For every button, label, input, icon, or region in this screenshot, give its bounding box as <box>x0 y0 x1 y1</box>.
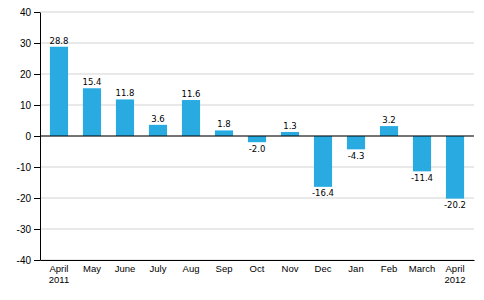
tick-label: 20 <box>20 69 32 80</box>
tick: -40 <box>17 255 40 266</box>
tick-mark <box>34 43 40 44</box>
tick-label: -40 <box>17 255 32 266</box>
bar <box>50 47 68 136</box>
tick-label: Nov <box>282 263 299 274</box>
tick-label: May <box>83 263 101 274</box>
data-labels: 28.8 15.4 11.8 3.6 11.6 1.8 -2.0 1.3 -16.4 -4.3 3.… <box>50 36 467 210</box>
tick-label: 10 <box>20 100 32 111</box>
data-label: -16.4 <box>312 188 334 198</box>
tick-label: -30 <box>17 224 32 235</box>
bar <box>116 99 134 136</box>
tick-mark <box>34 136 40 137</box>
bar <box>248 136 266 142</box>
data-label: -20.2 <box>444 200 466 210</box>
bar <box>446 136 464 199</box>
bar <box>182 100 200 136</box>
data-label: 15.4 <box>83 77 102 87</box>
tick: Aug <box>183 263 200 274</box>
tick: 30 <box>20 38 40 49</box>
zero-line <box>40 136 474 137</box>
tick: 20 <box>20 69 40 80</box>
tick: Sep <box>216 263 233 274</box>
bar <box>149 125 167 136</box>
tick-mark <box>34 167 40 168</box>
tick-label: Dec <box>315 263 332 274</box>
tick-label: -10 <box>17 162 32 173</box>
tick-label: April2011 <box>49 263 69 285</box>
tick-mark <box>34 74 40 75</box>
tick: April2011 <box>49 263 69 285</box>
tick: Dec <box>315 263 332 274</box>
tick: July <box>150 263 167 274</box>
grid-line <box>40 105 474 106</box>
tick-label: Sep <box>216 263 233 274</box>
data-label: 3.2 <box>382 115 396 125</box>
data-label: -2.0 <box>249 144 266 154</box>
tick-label: Jan <box>348 263 363 274</box>
y-axis: -40 -30 -20 -10 0 10 20 30 40 <box>17 7 41 266</box>
data-label: 1.3 <box>283 121 297 131</box>
tick-label: Feb <box>381 263 397 274</box>
bar <box>83 88 101 136</box>
tick: Jan <box>348 263 363 274</box>
data-label: 1.8 <box>217 119 231 129</box>
grid-line <box>40 74 474 75</box>
tick: Oct <box>250 263 265 274</box>
tick: -30 <box>17 224 40 235</box>
chart: -40 -30 -20 -10 0 10 20 30 40 April2011 May June Jul… <box>0 0 484 300</box>
tick: 40 <box>20 7 40 18</box>
tick-mark <box>34 260 40 261</box>
tick-label: March <box>409 263 435 274</box>
tick-mark <box>34 12 40 13</box>
grid <box>40 12 474 260</box>
bar <box>347 136 365 149</box>
bars <box>50 47 464 199</box>
tick-label: Aug <box>183 263 200 274</box>
tick: May <box>83 263 101 274</box>
grid-line <box>40 198 474 199</box>
bar <box>413 136 431 171</box>
tick-mark <box>34 198 40 199</box>
tick: March <box>409 263 435 274</box>
bar <box>314 136 332 187</box>
bar <box>215 130 233 136</box>
data-label: 11.8 <box>116 88 135 98</box>
tick-label: 40 <box>20 7 32 18</box>
tick-label: Oct <box>250 263 265 274</box>
tick: 10 <box>20 100 40 111</box>
data-label: 28.8 <box>50 36 69 46</box>
tick: June <box>115 263 136 274</box>
grid-line <box>40 229 474 230</box>
grid-line <box>40 260 474 261</box>
grid-line <box>40 12 474 13</box>
plot: -40 -30 -20 -10 0 10 20 30 40 April2011 May June Jul… <box>17 7 475 285</box>
tick-mark <box>34 229 40 230</box>
tick: 0 <box>25 131 40 142</box>
data-label: -4.3 <box>348 151 365 161</box>
bar <box>281 132 299 136</box>
tick-label: April2012 <box>444 263 465 285</box>
tick-label: -20 <box>17 193 32 204</box>
tick: -10 <box>17 162 40 173</box>
grid-line <box>40 43 474 44</box>
tick-label: July <box>150 263 167 274</box>
tick: -20 <box>17 193 40 204</box>
tick-label: 30 <box>20 38 32 49</box>
axis-line <box>41 260 475 261</box>
x-axis: April2011 May June July Aug Sep Oct Nov Dec Jan Fe… <box>41 261 475 285</box>
grid-line <box>40 167 474 168</box>
grid-line <box>40 136 474 137</box>
tick: April2012 <box>444 263 465 285</box>
tick-label: June <box>115 263 136 274</box>
tick: Nov <box>282 263 299 274</box>
tick: Feb <box>381 263 397 274</box>
tick-label: 0 <box>25 131 31 142</box>
data-label: -11.4 <box>411 173 433 183</box>
data-label: 3.6 <box>151 114 165 124</box>
data-label: 11.6 <box>182 89 201 99</box>
tick-mark <box>34 105 40 106</box>
bar <box>380 126 398 136</box>
